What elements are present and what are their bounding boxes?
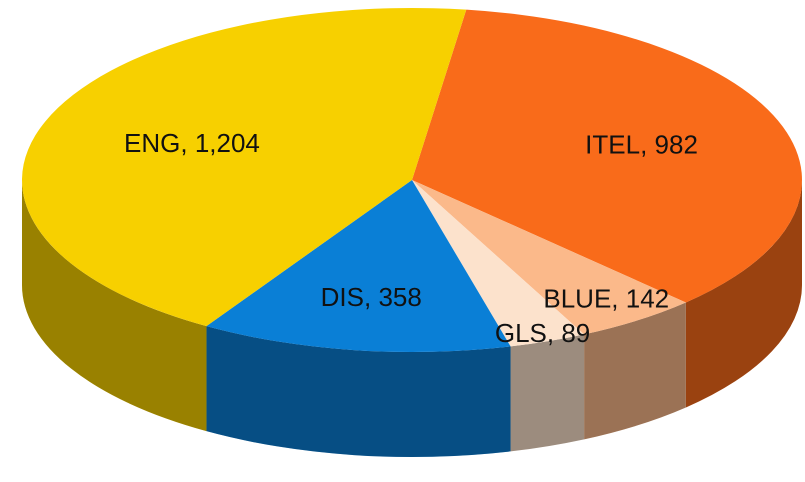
value-label: 358 — [378, 282, 421, 312]
data-label: GLS, 89 — [495, 318, 590, 348]
slice — [412, 180, 686, 335]
slice-side-shade — [584, 302, 686, 440]
slice-side — [510, 334, 585, 452]
label-separator: , — [640, 129, 654, 159]
slice-side — [206, 326, 511, 458]
label-separator: , — [180, 128, 194, 158]
category-label: ENG — [124, 128, 180, 158]
slice — [412, 180, 585, 347]
slice — [21, 7, 467, 327]
label-separator: , — [611, 283, 625, 313]
slice-side — [22, 180, 207, 432]
label-separator: , — [547, 318, 561, 348]
data-label: DIS, 358 — [321, 282, 422, 312]
category-label: DIS — [321, 282, 364, 312]
slice-side — [584, 302, 686, 440]
category-label: BLUE — [543, 283, 611, 313]
data-label: BLUE, 142 — [543, 283, 669, 313]
slice — [206, 180, 511, 352]
slice-side-shade — [206, 326, 511, 458]
value-label: 1,204 — [195, 128, 260, 158]
slice — [412, 9, 803, 303]
slice-side-shade — [685, 180, 802, 408]
value-label: 89 — [561, 318, 590, 348]
slice-side-shade — [22, 180, 207, 432]
value-label: 142 — [626, 283, 669, 313]
slice-side — [685, 180, 802, 408]
slice-side-shade — [510, 334, 585, 452]
value-label: 982 — [655, 129, 698, 159]
category-label: GLS — [495, 318, 547, 348]
category-label: ITEL — [585, 129, 640, 159]
data-label: ITEL, 982 — [585, 129, 698, 159]
data-label: ENG, 1,204 — [124, 128, 260, 158]
label-separator: , — [364, 282, 378, 312]
